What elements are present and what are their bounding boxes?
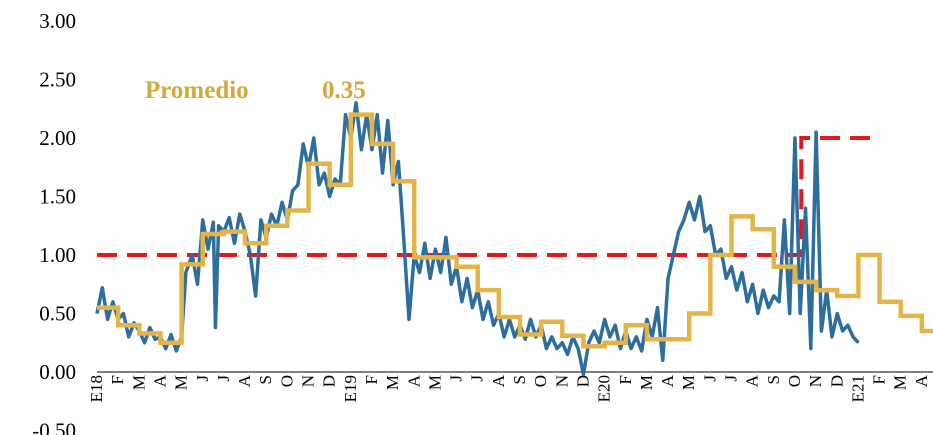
x-tick-label: S	[510, 375, 529, 384]
x-tick-label: S	[256, 375, 275, 384]
plot-area	[95, 101, 933, 377]
x-tick-label: E19	[341, 375, 360, 402]
x-tick-label: J	[700, 375, 719, 382]
x-tick-label: D	[573, 375, 592, 387]
y-tick-label: 3.00	[39, 9, 76, 33]
average-label: Promedio	[145, 77, 249, 104]
daily-series-line	[95, 101, 860, 377]
x-tick-label: E18	[87, 375, 106, 402]
y-axis: -0.50 0.00 0.50 1.00 1.50 2.00 2.50 3.00	[32, 9, 76, 435]
x-tick-label: M	[679, 375, 698, 390]
x-tick-label: A	[235, 374, 254, 387]
y-tick-label: 2.50	[39, 68, 76, 92]
x-tick-label: J	[468, 375, 487, 382]
y-tick-label: 2.00	[39, 126, 76, 150]
x-tick-label: M	[383, 375, 402, 390]
x-tick-label: M	[891, 375, 910, 390]
y-tick-label: 0.00	[39, 360, 76, 384]
x-tick-label: A	[743, 374, 762, 387]
x-tick-label: A	[150, 374, 169, 387]
x-tick-label: O	[531, 375, 550, 387]
x-tick-label: A	[404, 374, 423, 387]
x-tick-label: A	[489, 374, 508, 387]
x-tick-label: J	[193, 375, 212, 382]
threshold-line	[97, 136, 880, 257]
x-tick-label: D	[827, 375, 846, 387]
x-tick-label: M	[425, 375, 444, 390]
x-tick-label: M	[129, 375, 148, 390]
monthly-average-line	[97, 112, 933, 349]
x-tick-label: D	[320, 375, 339, 387]
x-tick-label: E21	[848, 375, 867, 402]
x-tick-label: N	[806, 375, 825, 387]
average-value: 0.35	[322, 77, 366, 104]
x-tick-label: S	[764, 375, 783, 384]
x-tick-label: N	[299, 375, 318, 387]
x-tick-label: F	[616, 375, 635, 384]
x-tick-label: M	[172, 375, 191, 390]
x-tick-label: E20	[595, 375, 614, 402]
x-tick-label: O	[785, 375, 804, 387]
x-tick-label: N	[552, 375, 571, 387]
x-tick-label: A	[658, 374, 677, 387]
y-tick-label: 1.00	[39, 243, 76, 267]
x-tick-label: J	[722, 375, 741, 382]
x-tick-label: O	[277, 375, 296, 387]
x-tick-label: M	[637, 375, 656, 390]
x-axis: E18 F M A M J J A S O N D E19 F M A M J J A S O N D E20 F M A M J J A S O…	[87, 371, 933, 402]
y-tick-label: -0.50	[32, 419, 76, 435]
x-tick-label: A	[912, 374, 931, 387]
x-tick-label: J	[447, 375, 466, 382]
y-tick-label: 1.50	[39, 185, 76, 209]
x-tick-label: F	[108, 375, 127, 384]
x-tick-label: F	[870, 375, 889, 384]
y-tick-label: 0.50	[39, 302, 76, 326]
x-tick-label: J	[214, 375, 233, 382]
x-tick-label: F	[362, 375, 381, 384]
